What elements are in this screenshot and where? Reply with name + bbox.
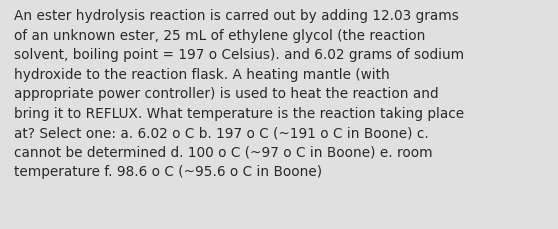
Text: An ester hydrolysis reaction is carred out by adding 12.03 grams
of an unknown e: An ester hydrolysis reaction is carred o… bbox=[14, 9, 464, 178]
